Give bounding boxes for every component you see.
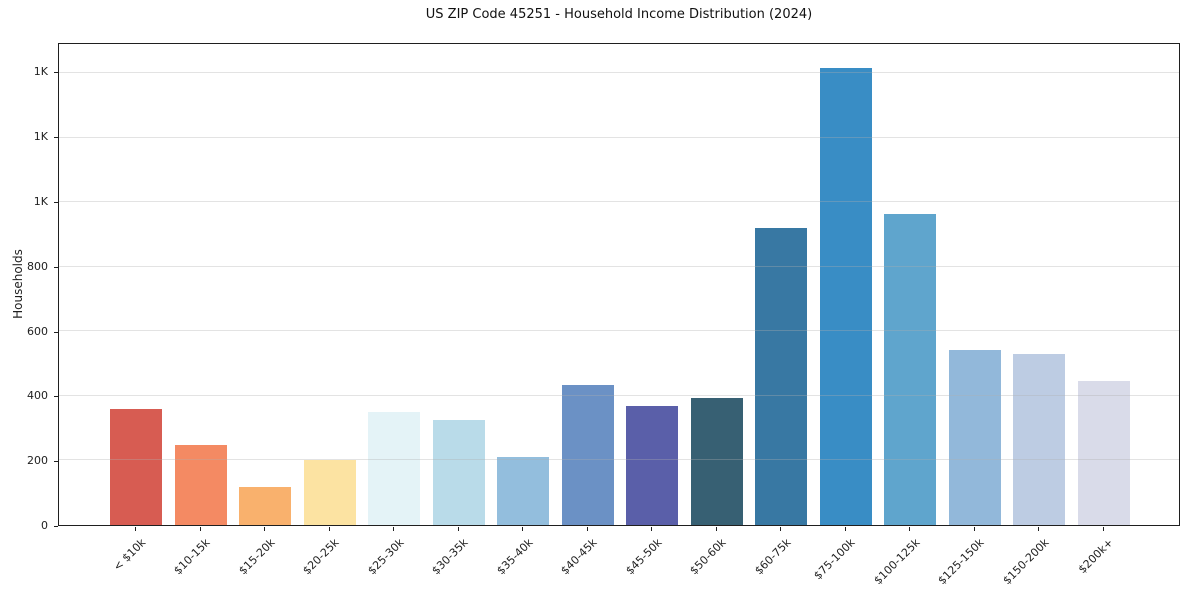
y-tick-mark	[54, 331, 58, 333]
bar-30-35k	[432, 419, 485, 525]
plot-area	[58, 43, 1180, 526]
y-tick-label: 200	[27, 454, 48, 468]
bar-60-75k	[755, 227, 807, 525]
y-tick-label: 1K	[33, 194, 48, 208]
y-tick-mark	[54, 396, 58, 398]
y-tick-mark	[54, 201, 58, 203]
x-tick-mark	[135, 527, 136, 531]
bar-50-60k	[690, 397, 743, 525]
x-tick-mark	[586, 527, 588, 531]
x-tick-mark	[1038, 527, 1039, 531]
x-tick-label: $125-150k	[935, 536, 987, 588]
gridline	[59, 265, 1179, 267]
x-tick-mark	[199, 527, 201, 531]
x-tick-label: $60-75k	[751, 536, 794, 578]
gridline	[59, 72, 1179, 74]
x-tick-mark	[393, 527, 394, 531]
y-tick-label: 600	[27, 324, 48, 338]
bar-10-15k	[174, 444, 227, 525]
bar-100-125k	[884, 214, 936, 525]
x-tick-mark	[780, 527, 781, 531]
x-axis-ticks: < $10k $10-15k $15-20k $20-25k $25-30k $30-35…	[58, 526, 1180, 590]
x-tick-label: $30-35k	[429, 536, 471, 578]
gridline	[59, 459, 1179, 461]
y-tick-label: 1K	[33, 65, 48, 79]
y-tick-mark	[54, 137, 58, 138]
y-tick-mark	[54, 72, 58, 74]
x-tick-mark	[909, 527, 910, 531]
x-tick-mark	[1102, 527, 1104, 531]
x-tick-label: $20-25k	[300, 536, 342, 578]
x-tick-mark	[522, 527, 523, 531]
y-tick-label: 0	[41, 519, 48, 532]
gridline	[59, 136, 1179, 138]
bar-25-30k	[368, 412, 420, 525]
y-tick-mark	[54, 266, 58, 268]
x-tick-label: $100-125k	[871, 536, 923, 588]
x-tick-mark	[715, 527, 717, 531]
chart-title: US ZIP Code 45251 - Household Income Dis…	[425, 7, 813, 22]
y-tick-label: 400	[27, 389, 48, 403]
bar-15-20k	[239, 487, 291, 525]
y-tick-mark	[54, 526, 58, 527]
bar-35-40k	[497, 457, 549, 525]
bars-layer	[59, 44, 1179, 525]
x-tick-label: $15-20k	[235, 536, 278, 578]
x-tick-label: $35-40k	[493, 536, 536, 578]
y-axis-ticks: 0 200 400 600 800 1K 1K 1K	[0, 43, 58, 532]
x-tick-mark	[651, 527, 652, 531]
x-tick-label: $75-100k	[811, 536, 858, 583]
x-tick-mark	[264, 527, 265, 531]
x-tick-mark	[328, 527, 330, 531]
y-tick-mark	[54, 461, 58, 463]
gridline	[59, 330, 1179, 332]
bar-75-100k	[819, 68, 872, 525]
grid-layer	[59, 44, 1179, 525]
x-tick-label: < $10k	[110, 536, 149, 574]
bar-150-200k	[1013, 353, 1065, 525]
x-tick-label: $40-45k	[558, 536, 600, 578]
x-tick-mark	[457, 527, 459, 531]
x-tick-label: $10-15k	[171, 536, 213, 578]
gridline	[59, 394, 1179, 396]
bar-200k+	[1077, 380, 1130, 525]
bar-125-150k	[948, 350, 1001, 525]
bar-20-25k	[303, 460, 356, 525]
y-tick-label: 1K	[33, 130, 48, 143]
bar-10k	[110, 409, 162, 525]
bar-40-45k	[561, 384, 614, 525]
x-tick-mark	[844, 527, 846, 531]
gridline	[59, 201, 1179, 203]
bar-45-50k	[626, 405, 678, 525]
x-tick-label: $45-50k	[622, 536, 665, 578]
x-tick-label: $25-30k	[364, 536, 407, 578]
x-tick-label: $150-200k	[1000, 536, 1052, 588]
x-tick-mark	[973, 527, 975, 531]
x-tick-label: $50-60k	[687, 536, 729, 578]
x-tick-label: $200k+	[1075, 536, 1116, 577]
y-tick-label: 800	[27, 259, 48, 273]
